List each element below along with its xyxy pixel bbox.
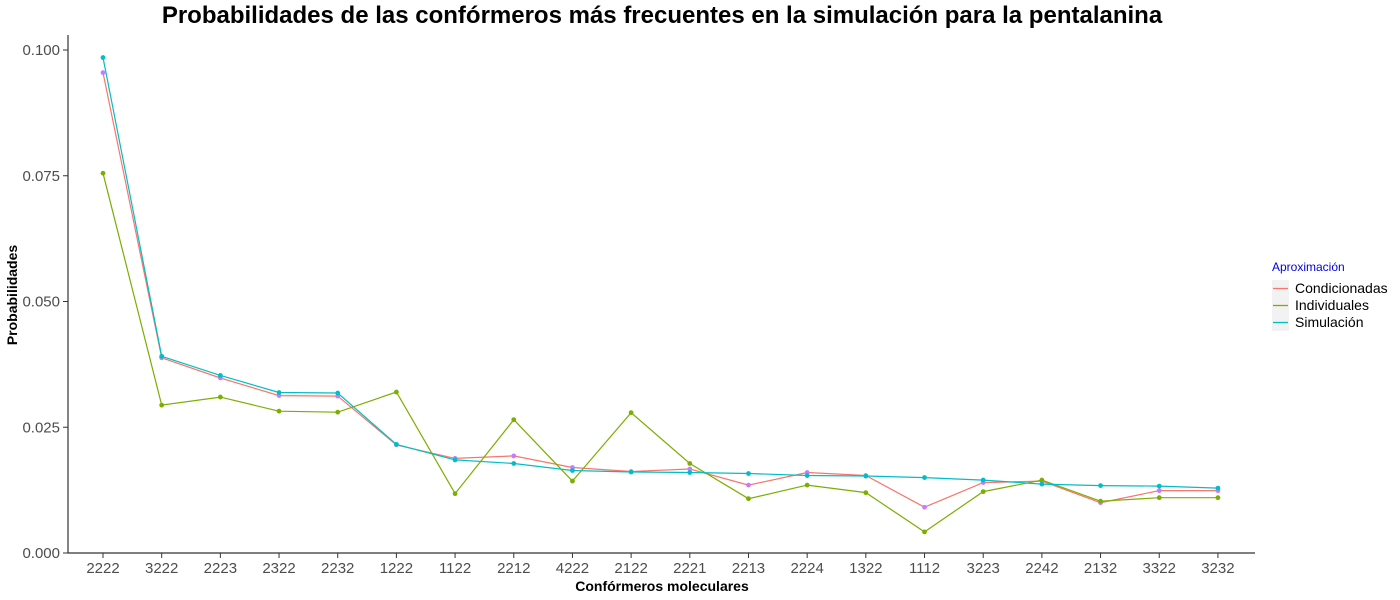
data-point-individuales (276, 408, 282, 414)
x-tick-label: 2213 (732, 560, 765, 577)
series-layer (100, 55, 1221, 535)
data-point-individuales (570, 478, 575, 484)
data-point-extra (922, 504, 927, 510)
x-axis-title: Confórmeros moleculares (575, 578, 749, 594)
y-tick-label: 0.025 (22, 419, 60, 436)
x-tick-label: 2122 (614, 560, 647, 577)
data-point-individuales (1215, 495, 1221, 501)
series-line-condicionadas (102, 72, 1218, 508)
y-ticks: 0.000 0.025 0.050 0.075 0.100 (22, 42, 68, 562)
data-point-individuales (804, 482, 810, 488)
data-point-individuales (100, 170, 106, 176)
data-point-simulación (452, 457, 458, 463)
series-line-simulación (102, 57, 1218, 489)
legend-label: Individuales (1295, 297, 1369, 313)
x-tick-label: 2212 (497, 560, 530, 577)
x-tick-label: 2242 (1025, 560, 1058, 577)
x-tick-label: 3223 (967, 560, 1000, 577)
data-point-simulación (217, 373, 223, 378)
x-tick-label: 2322 (262, 560, 295, 577)
x-ticks: 2222 3222 2223 2322 2232 1222 1122 2212 4222 2122… (86, 553, 1235, 577)
data-point-simulación (687, 470, 693, 475)
chart-title: Probabilidades de las confórmeros más fr… (162, 2, 1163, 29)
legend: Aproximación CondicionadasIndividualesSi… (1272, 260, 1388, 331)
x-tick-label: 3232 (1201, 560, 1234, 577)
data-point-simulación (335, 390, 341, 396)
data-point-individuales (511, 417, 517, 423)
x-tick-label: 4222 (556, 560, 589, 577)
x-tick-label: 2224 (790, 560, 823, 577)
x-tick-label: 2232 (321, 560, 354, 577)
data-point-individuales (628, 410, 634, 416)
x-tick-label: 1112 (909, 560, 940, 577)
data-point-simulación (100, 55, 106, 60)
series-line-individuales (102, 173, 1218, 533)
data-point-simulación (394, 441, 399, 447)
y-tick-label: 0.000 (22, 545, 60, 562)
data-point-individuales (394, 389, 399, 395)
data-point-simulación (1215, 485, 1221, 491)
data-point-simulación (628, 469, 634, 475)
legend-label: Simulación (1295, 314, 1363, 330)
data-point-individuales (922, 529, 927, 535)
x-tick-label: 2222 (86, 560, 119, 577)
x-tick-label: 2221 (673, 560, 706, 577)
data-point-individuales (217, 394, 223, 400)
data-point-simulación (276, 390, 282, 395)
y-tick-label: 0.100 (22, 42, 60, 59)
data-point-individuales (335, 409, 341, 415)
data-point-simulación (1156, 483, 1162, 489)
data-point-individuales (452, 491, 458, 497)
data-point-simulación (1098, 483, 1103, 488)
x-tick-label: 3322 (1143, 560, 1176, 577)
data-point-simulación (746, 471, 751, 476)
data-point-extra (1156, 488, 1162, 494)
data-point-simulación (159, 353, 165, 359)
x-tick-label: 2223 (204, 560, 237, 577)
data-point-simulación (922, 475, 927, 480)
data-point-individuales (980, 489, 986, 495)
data-point-individuales (687, 461, 693, 466)
x-tick-label: 1122 (439, 560, 471, 577)
x-tick-label: 2132 (1084, 560, 1117, 577)
data-point-extra (687, 466, 693, 472)
data-point-extra (511, 453, 517, 459)
data-point-extra (746, 482, 751, 488)
data-point-simulación (511, 461, 517, 466)
x-tick-label: 3222 (145, 560, 178, 577)
legend-title: Aproximación (1272, 260, 1345, 274)
data-point-individuales (1156, 495, 1162, 501)
y-tick-label: 0.050 (22, 294, 60, 311)
data-point-simulación (804, 473, 810, 478)
data-point-individuales (1098, 498, 1103, 504)
data-point-extra (100, 70, 106, 76)
data-point-individuales (863, 490, 869, 496)
data-point-individuales (159, 402, 165, 408)
x-tick-label: 1222 (380, 560, 413, 577)
data-point-individuales (746, 496, 751, 502)
data-point-simulación (980, 477, 986, 483)
x-tick-label: 1322 (849, 560, 882, 577)
data-point-simulación (863, 473, 869, 479)
y-tick-label: 0.075 (22, 168, 60, 185)
y-axis-title: Probabilidades (4, 245, 20, 346)
data-point-simulación (570, 468, 575, 473)
legend-label: Condicionadas (1295, 280, 1388, 296)
data-point-simulación (1039, 481, 1045, 487)
data-point-individuales (1039, 477, 1045, 483)
